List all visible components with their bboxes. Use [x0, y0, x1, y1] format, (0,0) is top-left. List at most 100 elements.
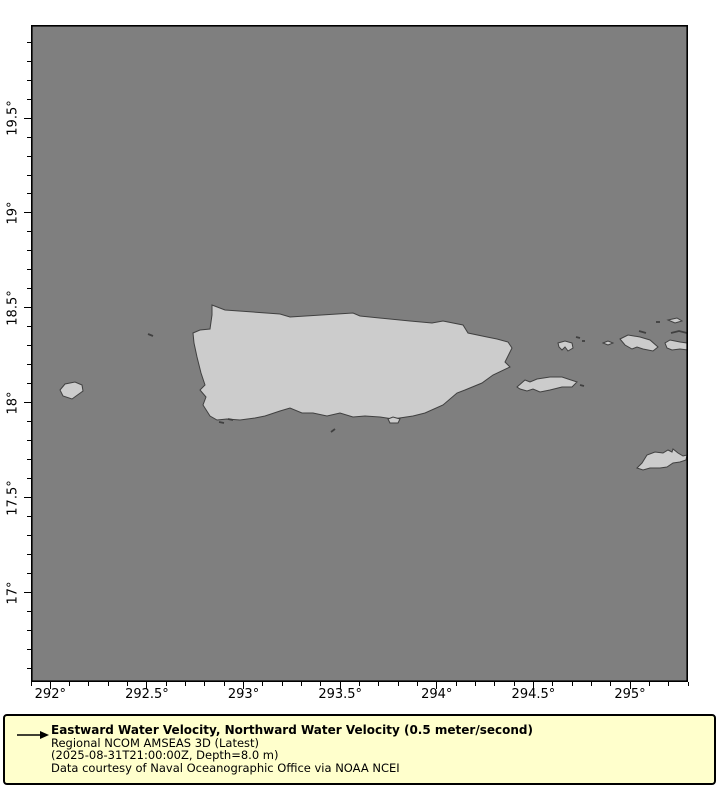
x-minor-tick	[127, 682, 129, 686]
islet-desecheo-islet	[147, 333, 154, 337]
legend-courtesy-line: Data courtesy of Naval Oceanographic Off…	[51, 761, 400, 776]
x-minor-tick	[455, 682, 457, 686]
island-jost-van-dyke-islet	[666, 317, 684, 324]
x-major-tick	[339, 682, 341, 689]
island-caja-de-muertos	[387, 416, 401, 424]
x-minor-tick	[88, 682, 90, 686]
x-major-tick	[49, 682, 51, 689]
y-minor-tick	[27, 535, 31, 537]
legend-title: Eastward Water Velocity, Northward Water…	[51, 723, 533, 737]
y-minor-tick	[27, 174, 31, 176]
x-minor-tick	[494, 682, 496, 686]
y-minor-tick	[27, 383, 31, 385]
legend-text: Eastward Water Velocity, Northward Water…	[51, 724, 533, 775]
y-tick-label: 18°	[5, 391, 21, 415]
y-minor-tick	[27, 41, 31, 43]
x-major-tick	[629, 682, 631, 689]
y-major-tick	[24, 307, 31, 309]
island-mona-island	[59, 381, 84, 400]
y-minor-tick	[27, 269, 31, 271]
y-tick-label: 17.5°	[5, 480, 21, 516]
y-minor-tick	[27, 288, 31, 290]
x-minor-tick	[571, 682, 573, 686]
islet-guayama-cay	[330, 428, 336, 433]
y-minor-tick	[27, 231, 31, 233]
x-tick-label: 295°	[614, 687, 646, 702]
island-puerto-rico	[192, 304, 513, 421]
y-minor-tick	[27, 440, 31, 442]
map-frame	[31, 25, 688, 682]
x-minor-tick	[165, 682, 167, 686]
y-major-tick	[24, 497, 31, 499]
coastline-layer	[31, 25, 688, 682]
x-minor-tick	[204, 682, 206, 686]
x-minor-tick	[281, 682, 283, 686]
y-major-tick	[24, 592, 31, 594]
y-tick-label: 19.5°	[5, 100, 21, 136]
islet-la-parguera-cays-1	[218, 421, 225, 424]
y-minor-tick	[27, 611, 31, 613]
y-minor-tick	[27, 326, 31, 328]
x-tick-label: 292°	[34, 687, 66, 702]
islet-st-john-north-cays	[638, 330, 647, 334]
y-minor-tick	[27, 79, 31, 81]
y-tick-label: 19°	[5, 201, 21, 225]
y-minor-tick	[27, 60, 31, 62]
y-major-tick	[24, 212, 31, 214]
x-minor-tick	[69, 682, 71, 686]
y-minor-tick	[27, 250, 31, 252]
x-minor-tick	[668, 682, 670, 686]
x-minor-tick	[552, 682, 554, 686]
y-minor-tick	[27, 459, 31, 461]
x-minor-tick	[320, 682, 322, 686]
x-minor-tick	[262, 682, 264, 686]
y-minor-tick	[27, 155, 31, 157]
x-major-tick	[146, 682, 148, 689]
x-minor-tick	[610, 682, 612, 686]
y-tick-label: 17°	[5, 581, 21, 605]
island-culebra	[557, 340, 574, 352]
legend-dataset-line: Regional NCOM AMSEAS 3D (Latest)	[51, 735, 260, 750]
x-tick-label: 292.5°	[125, 687, 169, 702]
y-minor-tick	[27, 516, 31, 518]
islet-culebra-cay-1	[575, 336, 581, 339]
y-minor-tick	[27, 478, 31, 480]
islet-tortola-north-cays	[670, 330, 688, 334]
velocity-vector-arrow-icon	[17, 731, 49, 739]
y-minor-tick	[27, 649, 31, 651]
x-minor-tick	[397, 682, 399, 686]
x-minor-tick	[687, 682, 689, 686]
y-minor-tick	[27, 345, 31, 347]
x-minor-tick	[590, 682, 592, 686]
y-major-tick	[24, 117, 31, 119]
x-minor-tick	[185, 682, 187, 686]
island-savana-islet	[601, 340, 615, 346]
y-tick-label: 18.5°	[5, 290, 21, 326]
y-minor-tick	[27, 364, 31, 366]
y-minor-tick	[27, 421, 31, 423]
x-minor-tick	[513, 682, 515, 686]
x-tick-label: 294°	[421, 687, 453, 702]
y-minor-tick	[27, 630, 31, 632]
x-minor-tick	[107, 682, 109, 686]
x-minor-tick	[223, 682, 225, 686]
legend-box: Eastward Water Velocity, Northward Water…	[3, 714, 716, 785]
island-st-thomas	[619, 334, 659, 352]
islet-vieques-east-cay	[579, 384, 585, 387]
x-tick-label: 293°	[227, 687, 260, 702]
x-tick-label: 293.5°	[318, 687, 363, 702]
y-minor-tick	[27, 98, 31, 100]
y-minor-tick	[27, 554, 31, 556]
island-st-john	[664, 339, 688, 351]
y-minor-tick	[27, 573, 31, 575]
x-major-tick	[436, 682, 438, 689]
x-minor-tick	[416, 682, 418, 686]
x-tick-label: 294.5°	[511, 687, 556, 702]
y-minor-tick	[27, 668, 31, 670]
y-major-tick	[24, 402, 31, 404]
x-minor-tick	[648, 682, 650, 686]
legend-time-depth-line: (2025-08-31T21:00:00Z, Depth=8.0 m)	[51, 748, 279, 763]
y-minor-tick	[27, 193, 31, 195]
x-major-tick	[532, 682, 534, 689]
